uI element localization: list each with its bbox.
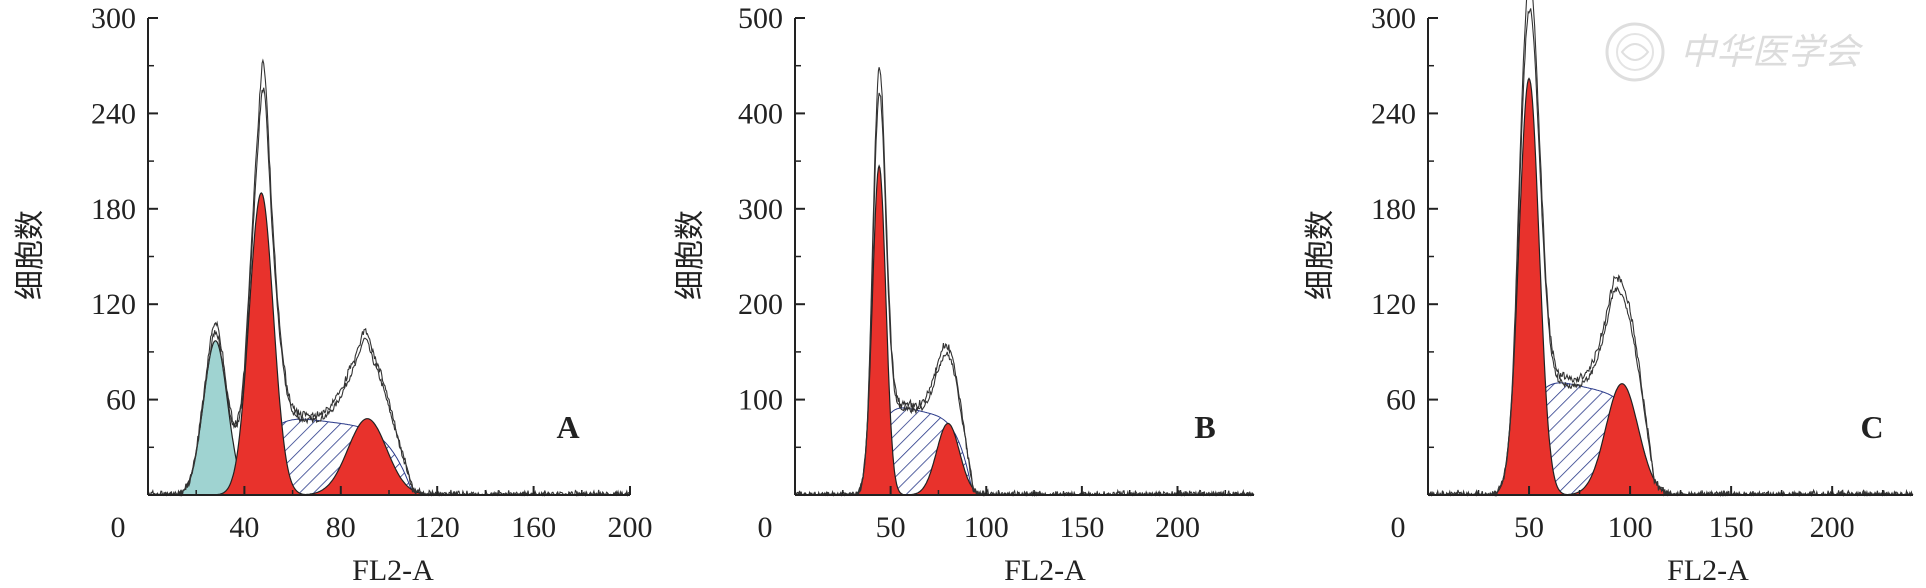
raw-histogram-trace — [794, 67, 1254, 497]
panel-label: B — [1194, 409, 1215, 445]
y-tick-label: 120 — [1371, 288, 1416, 321]
y-axis-title: 细胞数 — [1304, 210, 1337, 300]
watermark-text: 中华医学会 — [1680, 32, 1864, 73]
x-tick-label: 150 — [1059, 511, 1104, 544]
x-tick-label: 120 — [415, 511, 460, 544]
y-tick-label: 120 — [91, 288, 136, 321]
x-axis-title: FL2-A — [1667, 554, 1749, 587]
x-tick-label: 200 — [608, 511, 653, 544]
x-tick-label: 0 — [111, 511, 126, 544]
watermark-seal-icon — [1605, 22, 1665, 82]
x-tick-label: 40 — [229, 511, 259, 544]
chart-panel-a: 0 40 80 120 160 200 60 120 180 240 300 FL2-A 细胞数 A — [14, 2, 653, 587]
x-tick-label: 0 — [758, 511, 773, 544]
raw-histogram-trace — [1427, 8, 1914, 498]
x-tick-label: 200 — [1155, 511, 1200, 544]
y-axis-title: 细胞数 — [14, 210, 47, 300]
x-tick-label: 50 — [1514, 511, 1544, 544]
y-tick-label: 400 — [738, 97, 783, 130]
panel-label: A — [556, 409, 579, 445]
y-tick-label: 100 — [738, 384, 783, 417]
peak-g0-g1 — [1428, 77, 1913, 496]
x-axis-title: FL2-A — [1004, 554, 1086, 587]
x-tick-label: 200 — [1810, 511, 1855, 544]
chart-panel-c: 0 50 100 150 200 60 120 180 240 300 FL2-A 细胞数 C — [1304, 0, 1914, 587]
x-tick-label: 80 — [326, 511, 356, 544]
y-tick-label: 300 — [738, 193, 783, 226]
y-tick-label: 60 — [1386, 384, 1416, 417]
y-tick-label: 180 — [91, 193, 136, 226]
raw-histogram-trace — [795, 92, 1255, 498]
panel-label: C — [1860, 409, 1883, 445]
y-tick-label: 500 — [738, 2, 783, 35]
x-tick-label: 100 — [964, 511, 1009, 544]
watermark: 中华医学会 — [1605, 22, 1864, 82]
raw-histogram-trace — [148, 58, 631, 498]
y-tick-label: 300 — [91, 2, 136, 35]
x-tick-label: 150 — [1709, 511, 1754, 544]
y-tick-label: 200 — [738, 288, 783, 321]
x-tick-label: 50 — [876, 511, 906, 544]
chart-panel-b: 0 50 100 150 200 100 200 300 400 500 FL2-A 细胞数 B — [674, 2, 1255, 587]
peak-g0-g1 — [795, 164, 1254, 496]
peak-s — [1428, 382, 1913, 496]
x-tick-label: 0 — [1391, 511, 1406, 544]
x-axis-title: FL2-A — [352, 554, 434, 587]
x-tick-label: 100 — [1608, 511, 1653, 544]
y-tick-label: 240 — [1371, 97, 1416, 130]
peak-g2-m — [1428, 383, 1913, 496]
y-tick-label: 240 — [91, 97, 136, 130]
x-tick-label: 160 — [511, 511, 556, 544]
raw-histogram-trace — [1427, 0, 1913, 498]
y-axis-title: 细胞数 — [674, 210, 707, 300]
y-tick-label: 180 — [1371, 193, 1416, 226]
y-tick-label: 60 — [106, 384, 136, 417]
y-tick-label: 300 — [1371, 2, 1416, 35]
